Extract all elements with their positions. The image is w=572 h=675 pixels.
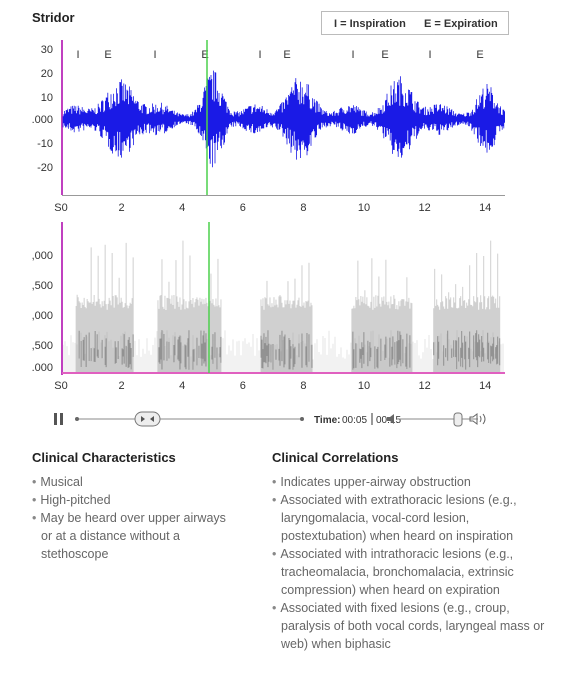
player-graphics: Stridor I = Inspiration E = Expiration 3… — [32, 10, 509, 427]
y-label: -20 — [37, 162, 53, 174]
item-list: MusicalHigh-pitchedMay be heard over upp… — [32, 473, 232, 563]
list-item: Indicates upper-airway obstruction — [272, 473, 552, 491]
pause-bar[interactable] — [54, 413, 57, 425]
waveform: 30 20 10 .000 -10 -20 S0 2 4 6 8 10 12 14 I E I E I E I E I E — [32, 40, 505, 214]
x-label: 6 — [240, 202, 246, 214]
x-label: 8 — [300, 380, 306, 392]
y-label: .000 — [32, 114, 53, 126]
legend-inspiration: I = Inspiration — [334, 18, 406, 30]
list-item: Associated with extrathoracic lesions (e… — [272, 491, 552, 545]
legend-expiration: E = Expiration — [424, 18, 498, 30]
volume-high[interactable] — [469, 413, 486, 425]
list-item: Associated with intrathoracic lesions (e… — [272, 545, 552, 599]
phase-marker: E — [476, 49, 483, 61]
list-item: May be heard over upper airways or at a … — [32, 509, 232, 563]
correlations: Clinical Correlations Indicates upper-ai… — [272, 450, 552, 653]
x-label: 8 — [300, 202, 306, 214]
x-label: S0 — [54, 202, 67, 214]
x-label: 4 — [179, 380, 185, 392]
spectrogram-energy — [75, 240, 501, 372]
x-label: 2 — [119, 202, 125, 214]
time-current: 00:05 — [342, 415, 367, 426]
y-label: ,500 — [32, 340, 53, 352]
x-label: 2 — [119, 380, 125, 392]
x-label: 6 — [240, 380, 246, 392]
phase-marker: I — [428, 49, 431, 61]
x-label: 12 — [418, 380, 430, 392]
y-label: ,500 — [32, 280, 53, 292]
track-end — [300, 417, 304, 421]
section-heading: Clinical Characteristics — [32, 450, 176, 465]
legend-box — [321, 11, 509, 35]
y-label: 30 — [41, 44, 53, 56]
x-label: 4 — [179, 202, 185, 214]
volume-knob[interactable] — [453, 412, 463, 427]
player-controls: Time: 00:05 00:15 — [54, 411, 486, 427]
phase-marker: I — [258, 49, 261, 61]
x-label: 14 — [479, 380, 491, 392]
list-item: High-pitched — [32, 491, 232, 509]
phase-marker: I — [351, 49, 354, 61]
spectrogram-energy-dark — [78, 330, 501, 370]
title: Stridor — [32, 10, 75, 25]
item-list: Indicates upper-airway obstructionAssoci… — [272, 473, 552, 653]
x-label: 10 — [358, 202, 370, 214]
phase-marker: E — [201, 49, 208, 61]
phase-marker: E — [283, 49, 290, 61]
track-end — [75, 417, 79, 421]
characteristics: Clinical Characteristics MusicalHigh-pit… — [32, 450, 232, 563]
y-label: .000 — [32, 362, 53, 374]
y-label: 10 — [41, 92, 53, 104]
list-item: Associated with fixed lesions (e.g., cro… — [272, 599, 552, 653]
y-label: ,000 — [32, 310, 53, 322]
section-heading: Clinical Correlations — [272, 450, 399, 465]
phase-marker: I — [76, 49, 79, 61]
knob-arrows — [141, 416, 154, 422]
x-label: 12 — [418, 202, 430, 214]
phase-marker: E — [381, 49, 388, 61]
x-label: S0 — [54, 380, 67, 392]
list-item: Musical — [32, 473, 232, 491]
y-label: 20 — [41, 68, 53, 80]
phase-marker: I — [153, 49, 156, 61]
pause-bar[interactable] — [60, 413, 63, 425]
phase-marker: E — [104, 49, 111, 61]
time-label: Time: — [314, 415, 341, 426]
volume-low[interactable] — [387, 414, 394, 424]
y-label: -10 — [37, 138, 53, 150]
x-label: 14 — [479, 202, 491, 214]
progress-knob[interactable] — [134, 411, 161, 427]
y-label: ,000 — [32, 250, 53, 262]
waveform-signal — [62, 70, 505, 168]
x-label: 10 — [358, 380, 370, 392]
